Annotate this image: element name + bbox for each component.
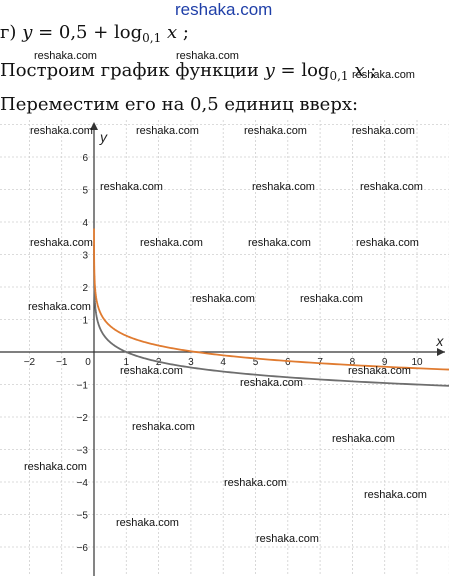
y-tick-label: 3 [82,251,88,262]
axes [0,122,445,576]
watermark: reshaka.com [192,293,255,305]
step2-line: Переместим его на 0,5 единиц вверх: [0,94,358,115]
watermark: reshaka.com [24,461,87,473]
x-tick-label: 10 [411,357,423,368]
watermark: reshaka.com [348,365,411,377]
watermark: reshaka.com [100,181,163,193]
step1-formula-x: x [348,60,365,81]
watermark: reshaka.com [300,293,363,305]
step1-formula-base: 0,1 [329,69,349,83]
y-tick-label: −5 [77,511,89,522]
y-tick-label: −1 [77,381,89,392]
watermark: reshaka.com [30,125,93,137]
formula-base: 0,1 [142,31,162,45]
watermark: reshaka.com [30,237,93,249]
watermark: reshaka.com [176,50,239,62]
y-tick-label: 1 [82,316,88,327]
y-tick-label: −6 [77,543,89,554]
site-watermark: reshaka.com [175,0,273,19]
x-axis-arrow [437,348,445,356]
x-tick-label: 9 [382,357,388,368]
watermark: reshaka.com [364,489,427,501]
x-axis-label: x [435,333,444,349]
x-tick-label: 4 [220,357,226,368]
step1-formula-y: y [264,60,275,81]
step2-text: Переместим его на 0,5 единиц вверх: [0,94,359,115]
x-tick-label: 1 [124,357,130,368]
problem-label: г) [0,22,17,43]
watermark: reshaka.com [136,125,199,137]
y-axis-label: y [99,129,108,145]
formula-end: ; [177,22,189,43]
watermark: reshaka.com [240,377,303,389]
curves [93,228,449,387]
x-tick-label: −2 [24,357,36,368]
curve-shifted-log01 [93,228,449,371]
watermark: reshaka.com [352,69,415,81]
watermark: reshaka.com [256,533,319,545]
watermark: reshaka.com [244,125,307,137]
x-tick-label: 6 [285,357,291,368]
x-tick-label: −1 [56,357,68,368]
watermark: reshaka.com [352,125,415,137]
watermark: reshaka.com [140,237,203,249]
x-tick-label: 3 [188,357,194,368]
formula-y: y [22,22,33,43]
watermark: reshaka.com [34,50,97,62]
x-tick-label: 5 [253,357,259,368]
formula-eq: = 0,5 + log [32,22,143,43]
y-tick-label: −2 [77,413,89,424]
step1-formula-eq: = log [274,60,330,81]
step1-text: Построим график функции [0,60,265,81]
y-tick-label: 2 [82,283,88,294]
y-axis-arrow [90,122,98,130]
watermark: reshaka.com [332,433,395,445]
x-tick-label: 8 [350,357,356,368]
x-tick-label: 0 [85,357,91,368]
y-tick-label: 5 [82,186,88,197]
watermark: reshaka.com [116,517,179,529]
watermark: reshaka.com [224,477,287,489]
grid [0,120,449,576]
watermark: reshaka.com [28,301,91,313]
formula-x: x [161,22,178,43]
y-tick-label: −4 [77,478,89,489]
watermark: reshaka.com [360,181,423,193]
watermark: reshaka.com [132,421,195,433]
watermark: reshaka.com [356,237,419,249]
step1-formula-end: ; [364,60,377,81]
y-tick-label: 6 [82,153,88,164]
y-tick-label: 4 [82,218,88,229]
problem-line: г) y = 0,5 + log0,1 x ; [0,22,189,45]
watermark: reshaka.com [248,237,311,249]
step1-line: Построим график функции y = log0,1 x ; [0,60,376,83]
y-tick-label: −3 [77,446,89,457]
watermark: reshaka.com [252,181,315,193]
watermark: reshaka.com [120,365,183,377]
